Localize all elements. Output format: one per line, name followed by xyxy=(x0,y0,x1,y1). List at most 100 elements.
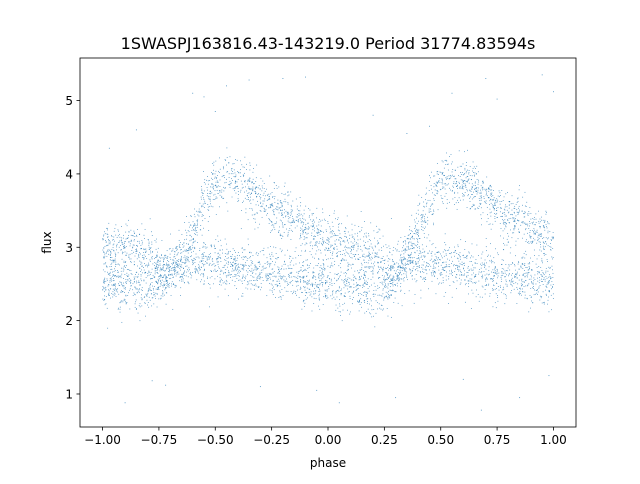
data-point xyxy=(382,308,384,310)
data-point xyxy=(306,243,308,245)
data-point xyxy=(138,253,140,255)
data-point xyxy=(425,270,427,271)
data-point xyxy=(443,268,444,270)
data-point xyxy=(500,235,501,237)
data-point xyxy=(106,233,108,235)
data-point xyxy=(285,216,286,218)
data-point xyxy=(525,224,527,225)
data-point xyxy=(317,263,319,264)
data-point xyxy=(433,260,434,262)
data-point xyxy=(300,267,302,269)
data-point xyxy=(384,263,385,264)
data-point xyxy=(219,273,221,275)
data-point xyxy=(538,271,540,272)
data-point xyxy=(321,219,323,221)
data-point xyxy=(124,247,126,249)
data-point xyxy=(121,321,123,323)
data-point xyxy=(261,206,263,208)
data-point xyxy=(108,292,110,294)
data-point xyxy=(147,239,149,240)
data-point xyxy=(292,230,293,232)
data-point xyxy=(436,193,438,195)
data-point xyxy=(183,242,185,244)
data-point xyxy=(220,245,222,247)
data-point xyxy=(403,253,405,255)
data-point xyxy=(166,258,168,259)
data-point xyxy=(459,187,460,189)
data-point xyxy=(403,256,405,258)
data-point xyxy=(343,295,345,296)
data-point xyxy=(432,261,434,263)
data-point xyxy=(350,264,352,266)
data-point xyxy=(540,234,542,236)
data-point xyxy=(330,246,332,248)
data-point xyxy=(316,250,318,252)
data-point xyxy=(402,264,404,266)
data-point xyxy=(207,256,209,258)
data-point xyxy=(123,246,125,248)
data-point xyxy=(104,287,106,289)
data-point xyxy=(273,227,275,229)
data-point xyxy=(477,171,479,173)
data-point xyxy=(432,214,434,215)
data-point xyxy=(503,272,504,274)
data-point xyxy=(492,289,494,291)
data-point xyxy=(537,291,539,293)
data-point xyxy=(138,257,140,258)
data-point xyxy=(207,189,209,191)
data-point xyxy=(406,249,408,251)
data-point xyxy=(213,161,215,163)
data-point xyxy=(238,279,239,281)
data-point xyxy=(397,240,399,242)
data-point xyxy=(279,285,281,287)
data-point xyxy=(233,270,235,272)
data-point xyxy=(514,265,516,267)
data-point xyxy=(466,275,467,277)
data-point xyxy=(201,198,202,200)
data-point xyxy=(343,281,345,283)
data-point xyxy=(426,264,427,266)
data-point xyxy=(480,185,482,187)
data-point xyxy=(172,308,174,310)
data-point xyxy=(165,255,167,257)
data-point xyxy=(502,286,504,288)
data-point xyxy=(511,209,513,211)
data-point xyxy=(290,256,292,257)
data-point xyxy=(177,253,179,255)
data-point xyxy=(202,192,203,194)
data-point xyxy=(403,268,405,270)
data-point xyxy=(145,272,147,274)
data-point xyxy=(533,233,535,235)
data-point xyxy=(419,265,420,267)
data-point xyxy=(316,225,318,227)
data-point xyxy=(382,269,383,270)
data-point xyxy=(446,265,448,267)
data-point xyxy=(312,245,314,247)
data-point xyxy=(417,265,419,267)
data-point xyxy=(112,247,114,249)
data-point xyxy=(159,275,160,277)
data-point xyxy=(189,269,190,271)
data-point xyxy=(259,198,261,200)
data-point xyxy=(497,297,498,298)
data-point xyxy=(540,233,541,235)
data-point xyxy=(352,263,353,265)
data-point xyxy=(179,247,181,248)
data-point xyxy=(331,231,333,233)
data-point xyxy=(354,275,356,277)
data-point xyxy=(166,262,168,264)
data-point xyxy=(240,176,242,177)
data-point xyxy=(302,265,303,266)
data-point xyxy=(445,182,447,184)
data-point xyxy=(455,183,457,185)
data-point xyxy=(386,308,388,309)
data-point xyxy=(159,278,161,280)
data-point xyxy=(506,274,507,276)
data-point xyxy=(158,286,160,288)
data-point xyxy=(197,224,198,226)
data-point xyxy=(535,283,537,285)
data-point xyxy=(454,183,456,185)
data-point xyxy=(390,294,391,296)
data-point xyxy=(341,279,343,281)
